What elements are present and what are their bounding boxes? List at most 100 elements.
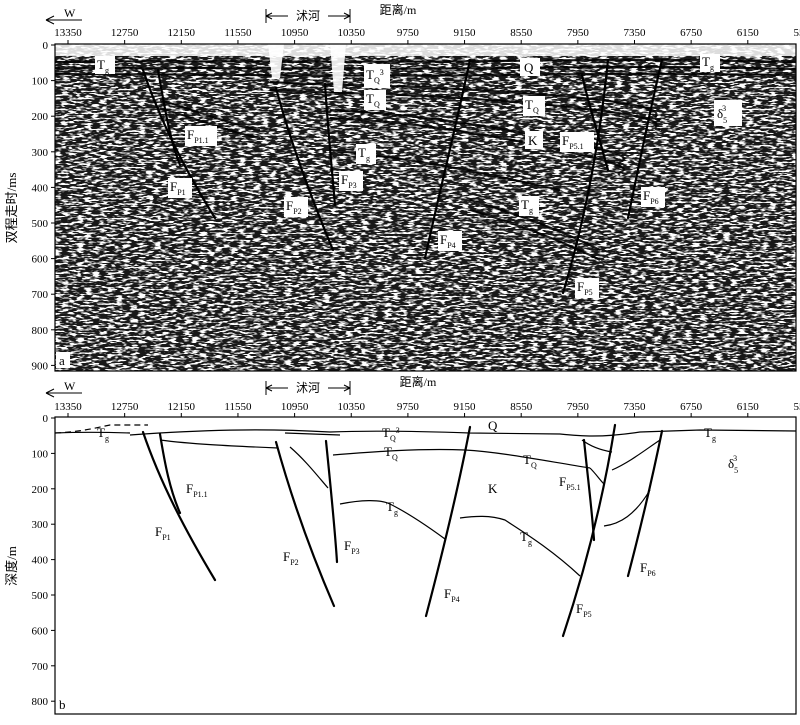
y-tick-label: 600 — [32, 625, 49, 637]
y-tick-label: 400 — [32, 555, 49, 567]
label-fp11-bottom: FP1.1 — [186, 481, 208, 499]
fault-fp6-bottom — [626, 429, 664, 578]
x-tick-label: 6750 — [680, 401, 703, 413]
y-tick-label: 300 — [32, 519, 49, 531]
label-fp3-bottom: FP3 — [344, 538, 360, 556]
labels-bottom: Tg TQ3 TQ Tg Q TQ K Tg Tg δ53 FP1.1 FP1 … — [59, 418, 738, 712]
label-fp3-top: FP3 — [341, 172, 357, 190]
label-tq3-bottom: TQ3 — [382, 425, 400, 443]
panel-a-x-label: 距离/m — [380, 2, 417, 17]
x-tick-label: 12750 — [111, 27, 139, 39]
x-tick-label: 8550 — [510, 27, 533, 39]
x-tick-label: 5550 — [793, 27, 800, 39]
x-tick-label: 10950 — [281, 27, 309, 39]
label-fp51-bottom: FP5.1 — [559, 474, 581, 492]
y-tick-label: 200 — [32, 111, 49, 123]
label-fp2-bottom: FP2 — [283, 549, 299, 567]
panel-b-direction-arrow: W — [45, 379, 82, 398]
label-tg-bottom-far-right: Tg — [704, 425, 716, 443]
y-tick-label: 700 — [32, 661, 49, 673]
y-tick-label: 600 — [32, 254, 49, 266]
label-q-bottom: Q — [488, 418, 498, 433]
x-tick-label: 10950 — [281, 401, 309, 413]
x-tick-label: 6150 — [737, 401, 760, 413]
x-tick-label: 6750 — [680, 27, 703, 39]
panel-b-river-marker: 沭河 — [265, 381, 351, 395]
fault-fp4-top — [423, 58, 472, 260]
label-k-bottom: K — [488, 481, 498, 496]
fault-fp2-top — [274, 86, 335, 252]
label-fp5-top: FP5 — [577, 279, 593, 297]
label-fp11-top: FP1.1 — [187, 127, 209, 145]
panel-b-river-label: 沭河 — [296, 381, 320, 395]
label-fp4-bottom: FP4 — [444, 586, 460, 604]
label-tg-top-far-right: Tg — [702, 54, 714, 72]
label-fp6-bottom: FP6 — [640, 560, 656, 578]
label-q-top: Q — [524, 60, 534, 75]
y-tick-label: 400 — [32, 182, 49, 194]
label-fp51-top: FP5.1 — [562, 133, 584, 151]
x-tick-label: 10350 — [338, 27, 366, 39]
x-tick-label: 7950 — [567, 401, 590, 413]
faults-bottom — [141, 423, 664, 638]
x-tick-label: 11550 — [224, 401, 252, 413]
y-tick-label: 900 — [32, 360, 49, 372]
panel-a-river-label: 沭河 — [296, 9, 320, 23]
panel-a-direction-label: W — [64, 6, 76, 20]
x-tick-label: 7950 — [567, 27, 590, 39]
label-fp5-bottom: FP5 — [576, 601, 592, 619]
panel-a-x-axis: 13350 12750 12150 11550 10950 10350 9750 9150 85… — [54, 27, 800, 44]
y-tick-label: 100 — [32, 448, 49, 460]
y-tick-label: 200 — [32, 484, 49, 496]
x-tick-label: 9150 — [454, 27, 477, 39]
label-tg-bottom-left: Tg — [97, 425, 109, 443]
fault-fp1-bottom — [141, 430, 217, 582]
label-fp1-bottom: FP1 — [155, 524, 171, 542]
label-k-top: K — [528, 133, 538, 148]
fault-fp11-bottom — [158, 432, 182, 515]
label-delta-top: δ53 — [717, 104, 727, 125]
label-tq-top-right: TQ — [525, 97, 539, 115]
x-tick-label: 12150 — [168, 401, 196, 413]
x-tick-label: 5550 — [793, 401, 800, 413]
fault-fp51-top — [580, 73, 610, 172]
y-tick-label: 0 — [43, 413, 49, 425]
panel-a-river-marker: 沭河 — [265, 9, 351, 23]
panel-a-frame — [54, 43, 797, 372]
y-tick-label: 0 — [43, 40, 49, 52]
y-tick-label: 500 — [32, 590, 49, 602]
label-delta-bottom: δ53 — [728, 454, 738, 475]
x-tick-label: 6150 — [737, 27, 760, 39]
label-tg-bottom-mid: Tg — [386, 499, 398, 517]
label-fp6-top: FP6 — [643, 188, 659, 206]
label-tg-top-mid: Tg — [358, 145, 370, 163]
labels-top: Tg TQ3 TQ Tg Q TQ K FP5.1 Tg Tg δ53 FP1.… — [56, 54, 742, 368]
y-tick-label: 700 — [32, 289, 49, 301]
y-tick-label: 300 — [32, 147, 49, 159]
x-tick-label: 13350 — [54, 27, 82, 39]
x-tick-label: 10350 — [338, 401, 366, 413]
x-tick-label: 9150 — [454, 401, 477, 413]
label-tq-bottom: TQ — [384, 444, 398, 462]
panel-a-seismic-section: Tg TQ3 TQ Tg Q TQ K FP5.1 Tg Tg δ53 FP1.… — [4, 2, 800, 372]
fault-fp51-bottom — [582, 438, 596, 542]
seismic-texture — [55, 44, 796, 371]
x-tick-label: 9750 — [397, 27, 420, 39]
panel-b-depth-section: Tg TQ3 TQ Tg Q TQ K Tg Tg δ53 FP1.1 FP1 … — [4, 374, 800, 715]
x-tick-label: 12750 — [111, 401, 139, 413]
panel-letter-b: b — [59, 697, 66, 712]
panel-b-direction-label: W — [64, 379, 76, 393]
x-tick-label: 7350 — [624, 401, 647, 413]
x-tick-label: 12150 — [168, 27, 196, 39]
panel-a-y-axis: 0 100 200 300 400 500 600 700 800 900 — [32, 40, 55, 372]
panel-b-frame — [54, 416, 797, 715]
x-tick-label: 9750 — [397, 401, 420, 413]
label-fp4-top: FP4 — [440, 232, 456, 250]
label-fp1-top: FP1 — [170, 179, 186, 197]
fault-fp3-bottom — [324, 439, 339, 564]
panel-a-direction-arrow: W — [45, 6, 82, 25]
panel-a-y-label: 双程走时/ms — [4, 173, 19, 244]
fault-fp3-top — [323, 82, 337, 207]
label-tq-top: TQ — [366, 91, 380, 109]
